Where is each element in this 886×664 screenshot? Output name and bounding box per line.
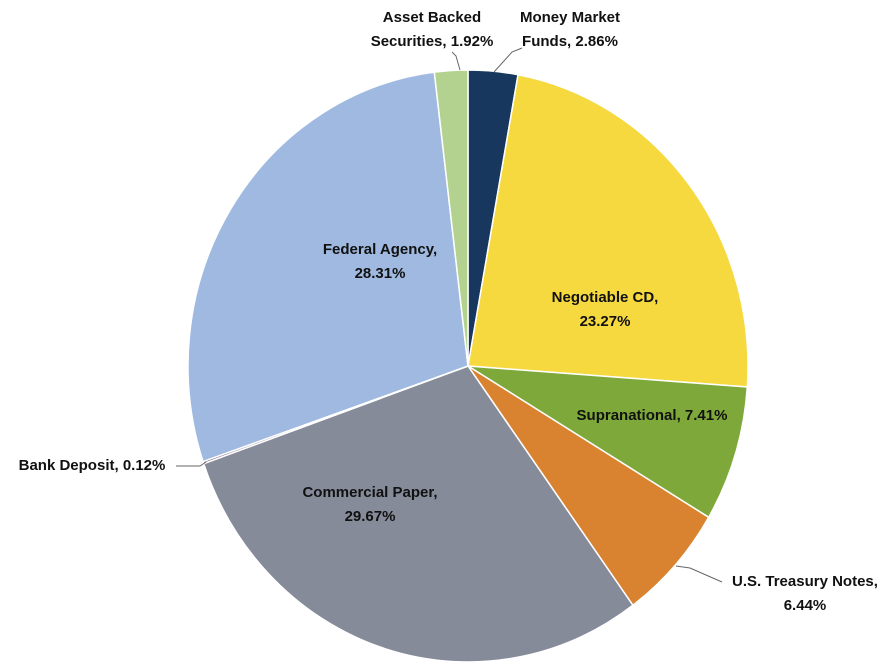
value-label: 29.67% — [344, 508, 396, 525]
slice-label: U.S. Treasury Notes, 6.44% — [732, 573, 878, 614]
slice-label: Supranational, 7.41% — [576, 407, 728, 424]
category-name: Asset Backed Securities — [370, 9, 482, 50]
slice-label: Negotiable CD, 23.27% — [551, 289, 659, 330]
pie-slice — [467, 365, 749, 519]
value-label: 23.27% — [579, 313, 631, 330]
value-label: 7.41% — [684, 407, 728, 424]
pie-slice — [467, 365, 710, 607]
slice-label: Asset Backed Securities, 1.92% — [370, 9, 494, 50]
category-name: U.S. Treasury Notes — [732, 573, 874, 590]
value-label: 6.44% — [783, 597, 827, 614]
category-name: Federal Agency — [322, 241, 433, 258]
value-label: 0.12% — [122, 457, 166, 474]
category-name: Bank Deposit — [18, 457, 115, 474]
category-name: Commercial Paper — [302, 484, 434, 501]
category-name: Negotiable CD — [551, 289, 655, 306]
slice-label: Federal Agency, 28.31% — [322, 241, 438, 282]
leader-line — [176, 461, 207, 467]
slice-label: Commercial Paper, 29.67% — [302, 484, 438, 525]
pie-slice — [467, 73, 749, 388]
pie-slice — [202, 365, 634, 663]
pie-slice — [433, 69, 469, 367]
category-name: Money Market Funds — [519, 9, 621, 50]
pie-slice — [187, 71, 469, 463]
value-label: 1.92% — [450, 33, 494, 50]
category-name: Supranational — [576, 407, 677, 424]
slice-label: Money Market Funds, 2.86% — [519, 9, 621, 50]
leader-line — [451, 51, 461, 71]
slice-label: Bank Deposit, 0.12% — [18, 457, 166, 474]
leader-line — [493, 47, 523, 73]
value-label: 28.31% — [354, 265, 406, 282]
leader-line — [675, 565, 723, 583]
value-label: 2.86% — [575, 33, 618, 50]
